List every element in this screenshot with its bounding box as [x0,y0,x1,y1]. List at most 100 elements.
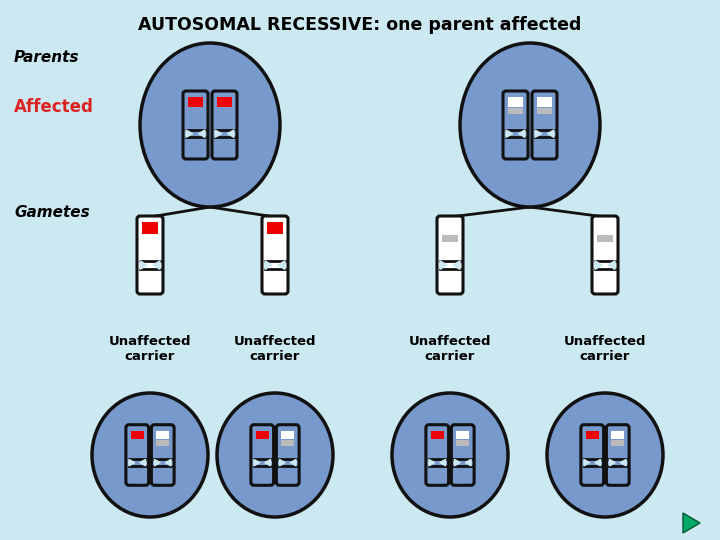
Polygon shape [506,130,513,137]
Polygon shape [140,460,145,466]
Bar [611,431,624,440]
Polygon shape [198,130,205,137]
Bar [508,130,523,137]
Text: Unaffected
carrier: Unaffected carrier [564,335,647,363]
Polygon shape [465,460,471,466]
Bar [188,97,203,107]
Polygon shape [595,460,600,466]
Polygon shape [290,460,296,466]
Polygon shape [609,460,616,466]
Polygon shape [584,460,590,466]
Bar [456,431,469,440]
Ellipse shape [140,43,280,207]
Ellipse shape [460,43,600,207]
Ellipse shape [547,393,663,517]
Bar [537,108,552,114]
FancyBboxPatch shape [183,91,208,159]
Bar [267,222,283,233]
FancyBboxPatch shape [437,216,463,294]
Polygon shape [129,460,135,466]
Bar [611,441,624,446]
Ellipse shape [392,393,508,517]
Ellipse shape [92,393,208,517]
Ellipse shape [217,393,333,517]
Bar [188,130,203,137]
Text: Unaffected
carrier: Unaffected carrier [409,335,491,363]
Bar [431,460,444,466]
Polygon shape [254,460,260,466]
Bar [586,431,598,440]
FancyBboxPatch shape [451,425,474,485]
Text: AUTOSOMAL RECESSIVE: one parent affected: AUTOSOMAL RECESSIVE: one parent affected [138,16,582,34]
FancyBboxPatch shape [251,425,274,485]
Bar [537,97,552,107]
Bar [611,460,624,466]
Polygon shape [608,261,615,269]
Bar [156,431,169,440]
Bar [597,261,613,269]
Bar [131,460,143,466]
FancyBboxPatch shape [606,425,629,485]
Polygon shape [620,460,626,466]
Bar [256,460,269,466]
Text: Affected: Affected [14,98,94,116]
Polygon shape [215,130,222,137]
Bar [256,431,269,440]
Polygon shape [140,261,147,269]
Bar [508,97,523,107]
Bar [442,261,458,269]
Polygon shape [186,130,193,137]
Text: Unaffected
carrier: Unaffected carrier [109,335,192,363]
Polygon shape [518,130,525,137]
Bar [431,431,444,440]
Bar [282,441,294,446]
Polygon shape [278,261,285,269]
FancyBboxPatch shape [276,425,299,485]
Polygon shape [228,130,234,137]
Polygon shape [429,460,435,466]
Bar [456,441,469,446]
FancyBboxPatch shape [426,425,449,485]
Bar [142,222,158,233]
FancyBboxPatch shape [151,425,174,485]
Text: Unaffected
carrier: Unaffected carrier [234,335,316,363]
Polygon shape [535,130,541,137]
Bar [508,108,523,114]
Bar [442,234,458,242]
FancyBboxPatch shape [262,216,288,294]
Bar [442,222,458,233]
Polygon shape [453,261,460,269]
Polygon shape [265,261,272,269]
Bar [217,97,232,107]
Bar [217,130,232,137]
Text: Parents: Parents [14,50,79,65]
Polygon shape [683,513,700,533]
Polygon shape [154,460,161,466]
Bar [282,460,294,466]
Bar [456,460,469,466]
Bar [282,431,294,440]
Bar [156,460,169,466]
Polygon shape [454,460,460,466]
Polygon shape [265,460,271,466]
Bar [156,441,169,446]
Polygon shape [595,261,602,269]
FancyBboxPatch shape [137,216,163,294]
Bar [267,261,283,269]
FancyBboxPatch shape [503,91,528,159]
Bar [597,234,613,242]
Bar [586,460,598,466]
Polygon shape [547,130,554,137]
FancyBboxPatch shape [126,425,148,485]
Polygon shape [166,460,171,466]
FancyBboxPatch shape [212,91,237,159]
Bar [597,222,613,233]
Bar [142,261,158,269]
FancyBboxPatch shape [592,216,618,294]
Bar [131,431,143,440]
FancyBboxPatch shape [532,91,557,159]
Polygon shape [440,261,447,269]
Polygon shape [279,460,285,466]
Bar [537,130,552,137]
Polygon shape [153,261,160,269]
